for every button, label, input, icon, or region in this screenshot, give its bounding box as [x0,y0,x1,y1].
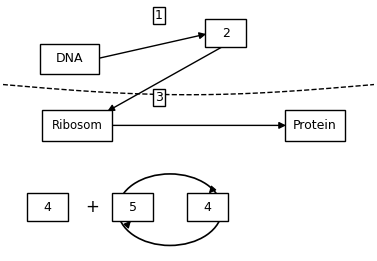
Text: Protein: Protein [293,119,337,132]
Text: DNA: DNA [56,52,83,66]
FancyBboxPatch shape [42,110,112,141]
Text: 1: 1 [155,9,163,22]
Text: 2: 2 [222,27,230,40]
Text: 5: 5 [129,201,137,214]
Text: 4: 4 [203,201,211,214]
Text: 4: 4 [43,201,51,214]
Text: +: + [85,198,99,216]
FancyBboxPatch shape [40,44,100,74]
FancyBboxPatch shape [187,193,227,221]
FancyBboxPatch shape [285,110,345,141]
Text: Ribosom: Ribosom [52,119,103,132]
FancyBboxPatch shape [205,19,246,48]
Text: 3: 3 [155,91,163,104]
FancyBboxPatch shape [27,193,68,221]
FancyBboxPatch shape [112,193,153,221]
